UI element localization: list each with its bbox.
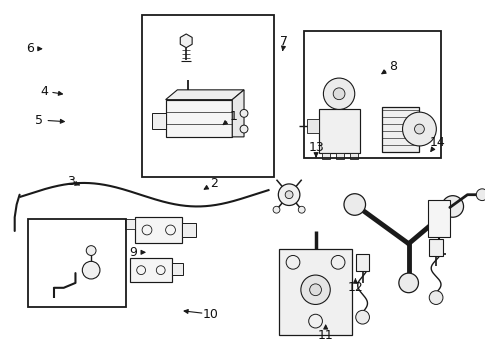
Circle shape xyxy=(310,284,321,296)
Bar xyxy=(182,223,196,237)
Bar xyxy=(166,100,232,137)
Bar xyxy=(322,153,330,159)
Bar xyxy=(279,249,352,335)
Polygon shape xyxy=(166,90,244,100)
Text: 5: 5 xyxy=(35,113,44,126)
Text: 3: 3 xyxy=(67,175,75,188)
Circle shape xyxy=(273,206,280,213)
Bar xyxy=(125,219,135,229)
Bar xyxy=(152,113,166,129)
Circle shape xyxy=(356,310,369,324)
Circle shape xyxy=(442,196,464,217)
Circle shape xyxy=(278,184,300,206)
Circle shape xyxy=(86,246,96,256)
Circle shape xyxy=(240,125,248,133)
Text: 8: 8 xyxy=(389,60,397,73)
Text: 12: 12 xyxy=(347,281,363,294)
Bar xyxy=(307,119,318,133)
Text: 7: 7 xyxy=(280,35,289,48)
Circle shape xyxy=(298,206,305,213)
Text: 10: 10 xyxy=(202,307,219,320)
Polygon shape xyxy=(232,90,244,137)
Circle shape xyxy=(399,273,418,293)
Circle shape xyxy=(344,194,366,215)
Circle shape xyxy=(415,124,424,134)
Bar xyxy=(135,217,182,243)
Bar xyxy=(356,253,369,271)
Text: 14: 14 xyxy=(429,136,445,149)
Circle shape xyxy=(82,261,100,279)
Bar xyxy=(28,219,126,307)
Text: 13: 13 xyxy=(308,141,324,154)
Circle shape xyxy=(333,88,345,100)
Text: 6: 6 xyxy=(26,42,34,55)
Circle shape xyxy=(476,189,488,201)
Text: 1: 1 xyxy=(229,110,238,123)
Text: 2: 2 xyxy=(210,177,218,190)
Circle shape xyxy=(429,291,443,305)
Bar xyxy=(142,15,274,177)
Circle shape xyxy=(403,112,436,146)
Bar xyxy=(429,239,443,256)
Text: 11: 11 xyxy=(318,329,334,342)
Bar xyxy=(318,109,360,153)
Bar xyxy=(336,153,344,159)
Bar xyxy=(130,258,172,282)
Circle shape xyxy=(301,275,330,305)
Bar xyxy=(350,153,358,159)
Bar xyxy=(304,31,441,158)
Polygon shape xyxy=(180,34,192,48)
Bar xyxy=(382,107,419,152)
Circle shape xyxy=(240,109,248,117)
Circle shape xyxy=(323,78,355,109)
Bar xyxy=(172,263,183,275)
Circle shape xyxy=(285,191,293,199)
Bar xyxy=(428,199,450,237)
Text: 9: 9 xyxy=(129,246,137,259)
Text: 4: 4 xyxy=(40,85,48,98)
